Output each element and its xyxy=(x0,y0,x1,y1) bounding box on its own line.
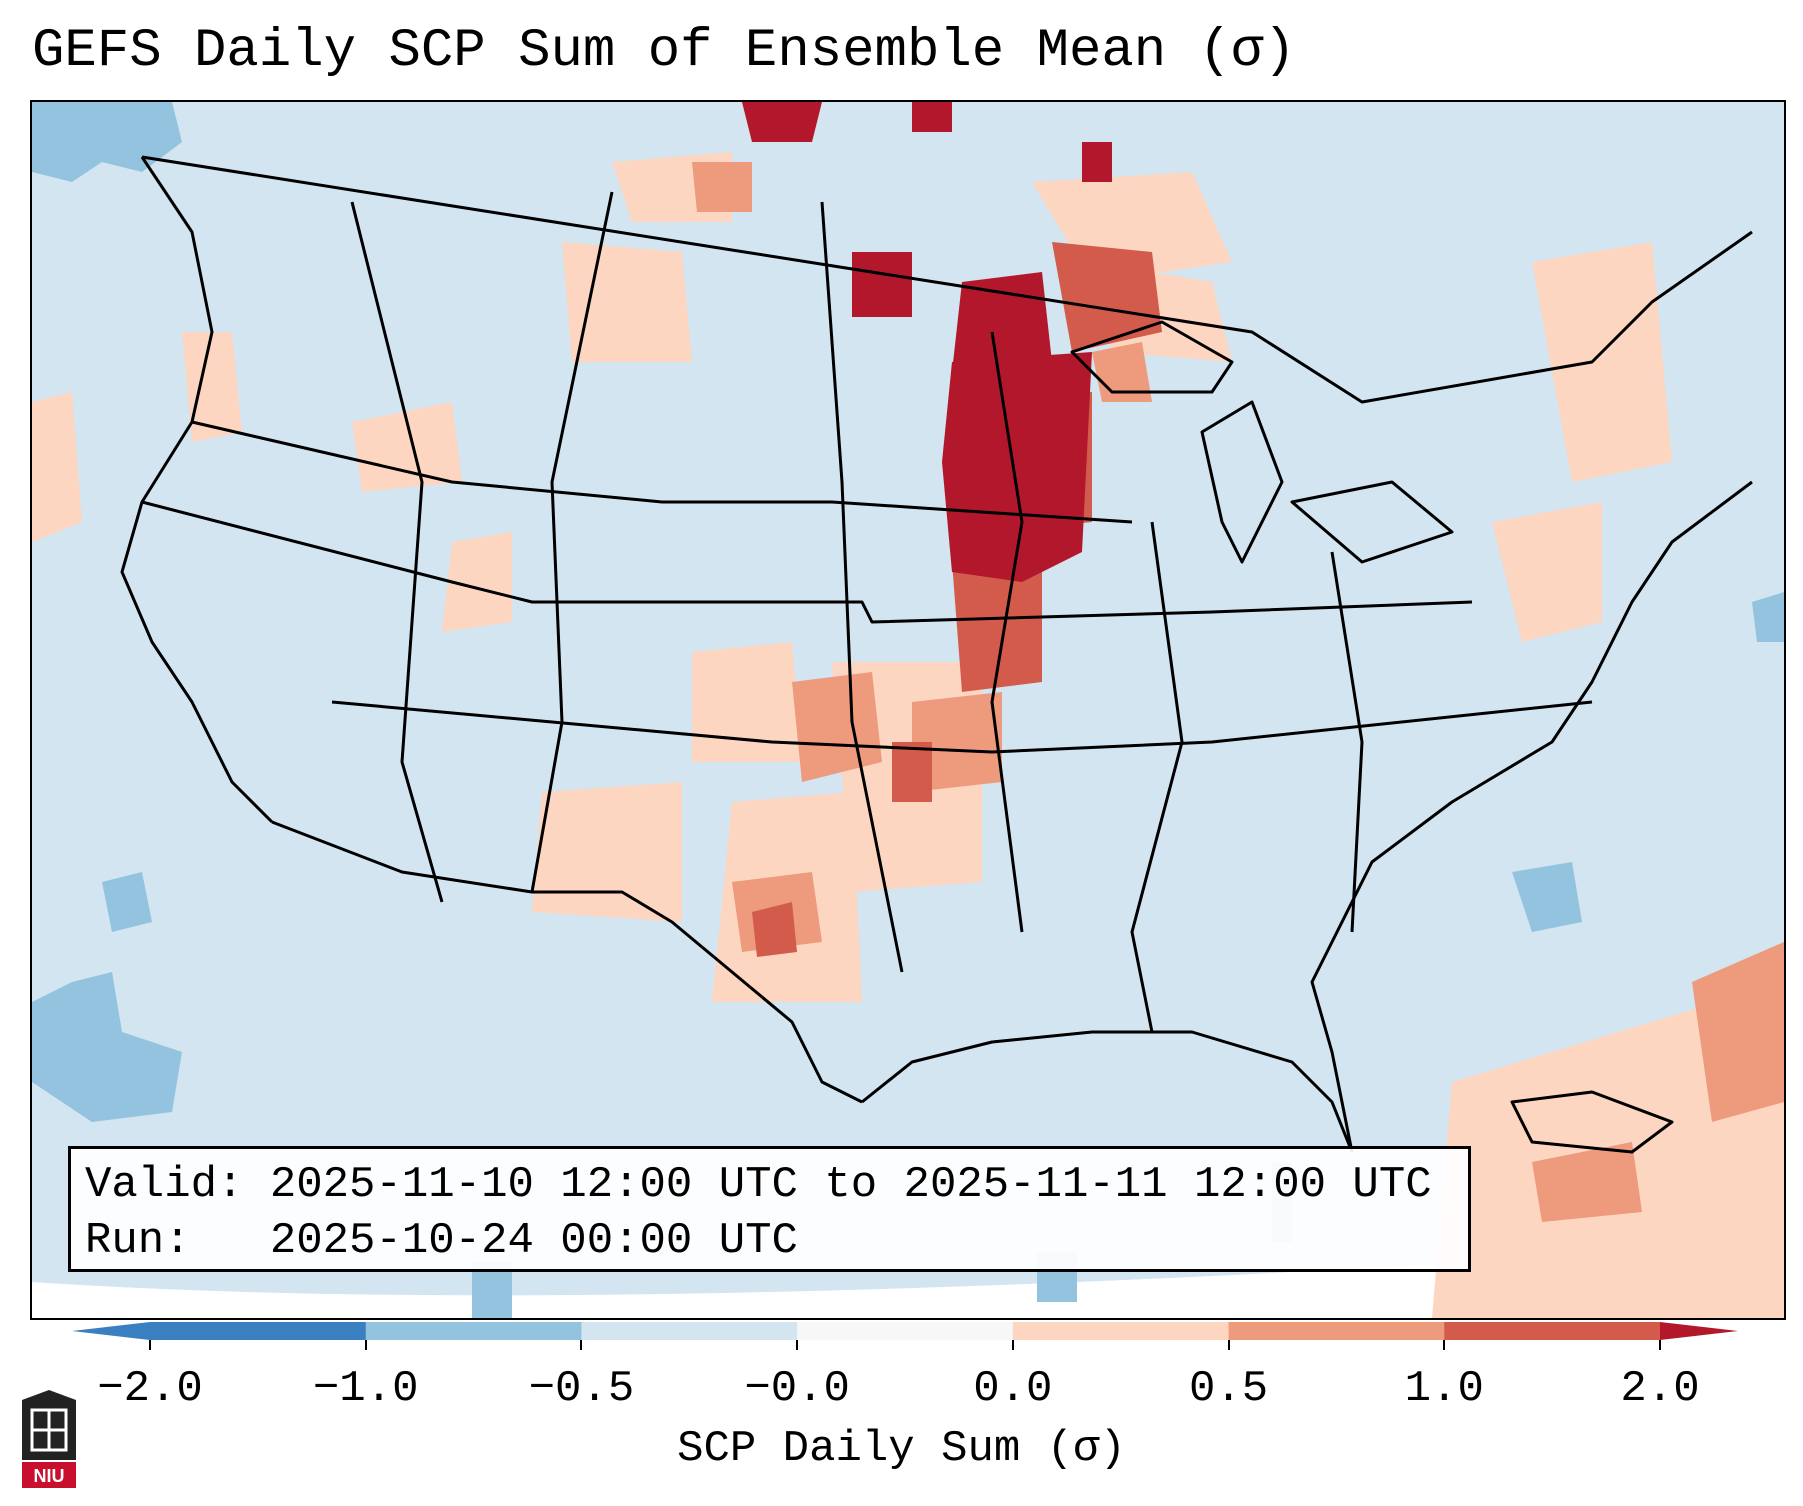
colorbar-tick-label: 2.0 xyxy=(1620,1364,1700,1414)
colorbar-segment xyxy=(581,1322,798,1340)
boundary-north-south-1 xyxy=(350,201,444,903)
niu-logo: NIU xyxy=(22,1390,76,1488)
logo-text: NIU xyxy=(34,1466,65,1486)
iowa-south-strong xyxy=(952,562,1042,692)
atlantic-coast xyxy=(1310,480,1753,1153)
new-england-light xyxy=(1532,242,1672,482)
colorbar-extend-high xyxy=(1660,1322,1738,1340)
colorbar-segment xyxy=(1012,1322,1230,1340)
colorbar-tick-label: 0.0 xyxy=(973,1364,1053,1414)
minnesota-iowa-extreme xyxy=(942,352,1092,582)
valid-label: Valid: xyxy=(85,1160,244,1210)
boundary-north-south-5 xyxy=(1130,521,1184,1033)
utah-light xyxy=(442,532,512,632)
boundary-east-west-3 xyxy=(331,700,1593,754)
north-dakota-extreme xyxy=(852,252,912,317)
colorbar-ticks: −2.0 −1.0 −0.5 −0.0 0.0 0.5 1.0 2.0 xyxy=(0,1340,1803,1420)
boundary-north-south-3 xyxy=(820,201,904,973)
colorbar-label: SCP Daily Sum (σ) xyxy=(677,1424,1126,1474)
colorbar-tick xyxy=(364,1340,367,1350)
colorbar-segment xyxy=(365,1322,582,1340)
missouri-medium xyxy=(912,692,1002,792)
boundary-north-south-4 xyxy=(990,331,1024,933)
colorbar-tick-label: −0.5 xyxy=(528,1364,635,1414)
mid-atlantic-light xyxy=(1492,502,1602,642)
colorbar-tick-label: −1.0 xyxy=(312,1364,419,1414)
manitoba-extreme xyxy=(912,102,952,132)
atlantic-negative xyxy=(1512,862,1582,932)
colorbar-tick xyxy=(149,1340,151,1350)
colorbar-segment xyxy=(1444,1322,1661,1340)
lake-superior-strong xyxy=(1052,242,1162,352)
projection-edge xyxy=(32,1242,1784,1318)
pacific-negative xyxy=(102,872,152,932)
atlantic-negative-2 xyxy=(1752,592,1784,642)
map-panel: Valid: 2025-11-10 12:00 UTC to 2025-11-1… xyxy=(30,100,1786,1320)
run-label: Run: xyxy=(85,1216,191,1266)
us-mexico-border xyxy=(271,820,863,1104)
colorbar-tick-label: 0.5 xyxy=(1188,1364,1269,1414)
boundary-north-south-6 xyxy=(1330,551,1364,933)
cuba-outline xyxy=(1510,1090,1674,1154)
lake-michigan xyxy=(1200,400,1284,564)
colorbar-tick-label: 1.0 xyxy=(1404,1364,1484,1414)
colorbar-tick xyxy=(1011,1340,1014,1350)
missouri-strong xyxy=(892,742,932,802)
canada-medium xyxy=(692,162,752,212)
valid-run-box: Valid: 2025-11-10 12:00 UTC to 2025-11-1… xyxy=(68,1146,1471,1272)
ontario-extreme xyxy=(1082,142,1112,182)
colorbar-tick xyxy=(580,1340,583,1350)
us-west-coast xyxy=(120,156,274,824)
pacific-coast-light xyxy=(32,392,82,542)
oregon-light xyxy=(182,332,242,442)
boundary-east-west-2 xyxy=(191,420,1133,524)
colorbar-tick-label: −0.0 xyxy=(744,1364,850,1414)
saskatchewan-extreme xyxy=(742,102,822,142)
colorbar-segment xyxy=(1228,1322,1445,1340)
bahamas-medium xyxy=(1532,1142,1642,1222)
idaho-light xyxy=(352,402,462,492)
lake-erie-ontario xyxy=(1290,480,1454,564)
new-mexico-light xyxy=(532,782,682,922)
extreme-positive xyxy=(742,102,1112,582)
canada-us-border xyxy=(141,155,1753,404)
boundary-east-west-1 xyxy=(141,500,1473,624)
colorbar-tick xyxy=(1659,1340,1661,1350)
colorbar-extend-low xyxy=(72,1322,150,1340)
boundary-north-south-2 xyxy=(530,191,614,893)
chart-title: GEFS Daily SCP Sum of Ensemble Mean (σ) xyxy=(32,21,1296,82)
colorbar xyxy=(72,1322,1738,1340)
run-value: 2025-10-24 00:00 UTC xyxy=(269,1216,798,1266)
lake-superior xyxy=(1070,320,1234,394)
atlantic-medium xyxy=(1692,942,1784,1122)
colorbar-segment xyxy=(797,1322,1014,1340)
colorbar-tick xyxy=(1227,1340,1230,1350)
baja-negative xyxy=(32,972,182,1122)
colorbar-tick xyxy=(1443,1340,1446,1350)
map-canvas xyxy=(32,102,1784,1318)
valid-value: 2025-11-10 12:00 UTC to 2025-11-11 12:00… xyxy=(269,1160,1432,1210)
oklahoma-strong xyxy=(752,902,797,957)
kansas-light xyxy=(692,642,802,762)
colorbar-tick-label: −2.0 xyxy=(97,1364,203,1414)
colorbar-tick xyxy=(796,1340,799,1350)
colorbar-segment xyxy=(150,1322,367,1340)
gulf-coast xyxy=(861,1030,1354,1153)
political-boundaries xyxy=(120,155,1753,1154)
